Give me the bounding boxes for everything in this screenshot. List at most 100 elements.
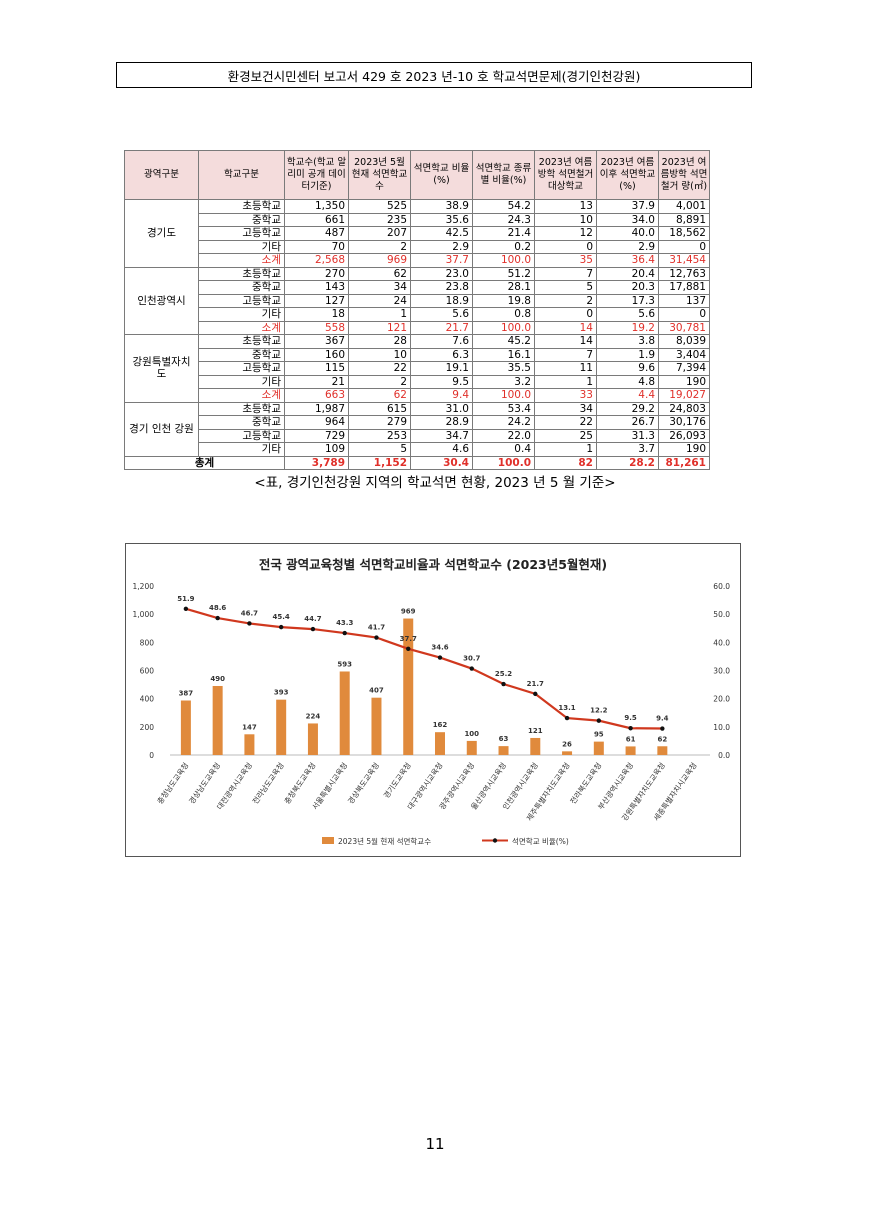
right-tick-label: 20.0 [713, 695, 730, 704]
value-cell: 100.0 [472, 388, 535, 403]
category-label: 전라남도교육청 [250, 760, 286, 805]
value-cell: 121 [348, 320, 411, 335]
school-type-cell: 고등학교 [198, 428, 285, 443]
value-cell: 0 [658, 307, 710, 322]
table-row: 고등학교 115 22 19.1 35.5 11 9.6 7,394 [125, 361, 710, 376]
rate-data-label: 41.7 [368, 624, 385, 632]
rate-point [628, 726, 633, 731]
total-value-cell: 81,261 [658, 455, 710, 470]
value-cell: 40.0 [596, 226, 659, 241]
value-cell: 235 [348, 212, 411, 227]
rate-data-label: 13.1 [558, 704, 575, 712]
total-row: 총계 3,789 1,152 30.4 100.0 82 28.2 81,261 [124, 455, 710, 470]
rate-data-label: 48.6 [209, 604, 226, 612]
value-cell: 54.2 [472, 199, 535, 214]
value-cell: 70 [284, 239, 349, 254]
table-row: 고등학교 487 207 42.5 21.4 12 40.0 18,562 [125, 226, 710, 241]
value-cell: 367 [284, 334, 349, 349]
right-tick-label: 50.0 [713, 610, 730, 619]
value-cell: 37.9 [596, 199, 659, 214]
rate-point [596, 718, 602, 723]
value-cell: 7 [534, 347, 597, 362]
column-header: 2023년 여름방학 석면철거 량(㎡) [658, 150, 710, 200]
rate-point [310, 626, 316, 632]
value-cell: 34.0 [596, 212, 659, 227]
rate-data-label: 45.4 [273, 613, 290, 621]
rate-data-label: 46.7 [241, 609, 258, 617]
value-cell: 115 [284, 361, 349, 376]
subtotal-row: 소계 663 62 9.4 100.0 33 4.4 19,027 [125, 388, 710, 403]
report-header-title: 환경보건시민센터 보고서 429 호 2023 년-10 호 학교석면문제(경기… [227, 68, 641, 84]
value-cell: 2.9 [596, 239, 659, 254]
bar [435, 732, 445, 755]
value-cell: 253 [348, 428, 411, 443]
rate-point [406, 646, 411, 652]
value-cell: 42.5 [410, 226, 473, 241]
value-cell: 24 [348, 293, 411, 308]
value-cell: 160 [284, 347, 349, 362]
subtotal-row: 소계 558 121 21.7 100.0 14 19.2 30,781 [125, 320, 710, 335]
table-row: 중학교 160 10 6.3 16.1 7 1.9 3,404 [125, 347, 710, 362]
chart-title: 전국 광역교육청별 석면학교비율과 석면학교수 (2023년5월현재) [259, 557, 607, 572]
value-cell: 30,176 [658, 415, 710, 430]
total-value-cell: 82 [534, 455, 597, 470]
value-cell: 7 [534, 266, 597, 281]
left-tick-label: 0 [149, 751, 154, 760]
value-cell: 7.6 [410, 334, 473, 349]
value-cell: 33 [534, 388, 597, 403]
value-cell: 34.7 [410, 428, 473, 443]
value-cell: 1 [534, 442, 597, 457]
rate-data-label: 9.4 [656, 715, 669, 723]
value-cell: 1,350 [284, 199, 349, 214]
bar [562, 751, 573, 755]
table-row: 인천광역시 초등학교 270 62 23.0 51.2 7 20.4 12,763 [124, 266, 710, 335]
value-cell: 28 [348, 334, 411, 349]
value-cell: 26,093 [658, 428, 710, 443]
school-type-cell: 중학교 [198, 280, 285, 295]
total-value-cell: 1,152 [348, 455, 411, 470]
value-cell: 9.5 [410, 374, 473, 389]
value-cell: 53.4 [472, 401, 535, 416]
value-cell: 10 [348, 347, 411, 362]
value-cell: 5.6 [410, 307, 473, 322]
column-header: 석면학교 종류별 비율(%) [472, 150, 535, 200]
rate-point [469, 666, 474, 671]
value-cell: 4.6 [410, 442, 473, 457]
category-label: 경상북도교육청 [345, 760, 381, 805]
right-tick-label: 40.0 [713, 638, 730, 647]
value-cell: 31.0 [410, 401, 473, 416]
school-type-cell: 고등학교 [198, 226, 285, 241]
value-cell: 6.3 [410, 347, 473, 362]
rate-data-label: 34.6 [431, 644, 448, 652]
value-cell: 24.3 [472, 212, 535, 227]
column-header: 석면학교 비율(%) [410, 150, 473, 200]
left-tick-label: 600 [140, 667, 155, 676]
value-cell: 100.0 [472, 253, 535, 268]
category-label: 충청남도교육청 [155, 761, 190, 806]
rate-line [185, 607, 663, 730]
bar [307, 723, 318, 755]
total-label: 총계 [124, 455, 285, 470]
rate-data-label: 43.3 [336, 619, 353, 627]
legend-line-marker [492, 838, 498, 843]
rate-data-label: 21.7 [527, 680, 544, 688]
value-cell: 17.3 [596, 293, 659, 308]
value-cell: 38.9 [410, 199, 473, 214]
bar [657, 746, 668, 755]
bar [466, 740, 477, 755]
bar [498, 746, 509, 755]
table-row: 중학교 661 235 35.6 24.3 10 34.0 8,891 [125, 212, 710, 227]
value-cell: 12 [534, 226, 597, 241]
value-cell: 9.4 [410, 388, 473, 403]
table-row: 기타 21 2 9.5 3.2 1 4.8 190 [125, 374, 710, 389]
bar [371, 697, 382, 755]
rate-point [183, 606, 189, 612]
value-cell: 5 [348, 442, 411, 457]
bar [403, 618, 414, 755]
value-cell: 964 [284, 415, 349, 430]
bar-data-label: 387 [179, 689, 194, 697]
bar-data-label: 593 [337, 660, 352, 668]
value-cell: 25 [534, 428, 597, 443]
region-cell: 강원특별자치도 [124, 334, 199, 403]
table-caption: <표, 경기인천강원 지역의 학교석면 현황, 2023 년 5 월 기준> [254, 475, 616, 491]
